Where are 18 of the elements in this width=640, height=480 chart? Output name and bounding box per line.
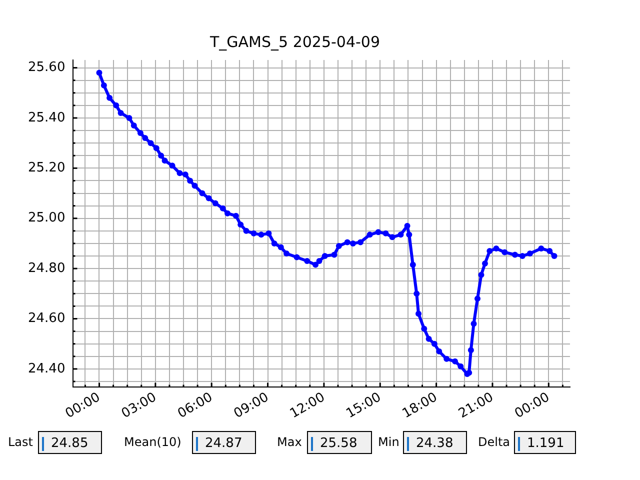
text-field: 24.87 xyxy=(192,431,256,454)
y-tick-label: 25.60 xyxy=(28,60,66,76)
y-tick-label: 24.80 xyxy=(28,260,66,276)
text: Delta xyxy=(478,435,510,449)
y-tick-label: 24.60 xyxy=(28,311,66,326)
y-tick-label: 25.20 xyxy=(28,160,66,176)
text: Max xyxy=(277,435,302,449)
text-field: 24.38 xyxy=(403,431,467,454)
text: Last xyxy=(8,435,33,449)
text: Min xyxy=(378,435,400,449)
y-tick-label: 24.40 xyxy=(28,361,66,376)
y-tick-label: 25.00 xyxy=(28,210,66,226)
y-tick-label: 25.40 xyxy=(28,110,66,126)
text-field: 1.191 xyxy=(514,431,576,454)
text: Mean(10) xyxy=(124,435,182,449)
chart-title: T_GAMS_5 2025-04-09 xyxy=(209,32,380,51)
text-field: 25.58 xyxy=(307,431,372,454)
text-field: 24.85 xyxy=(38,431,102,454)
